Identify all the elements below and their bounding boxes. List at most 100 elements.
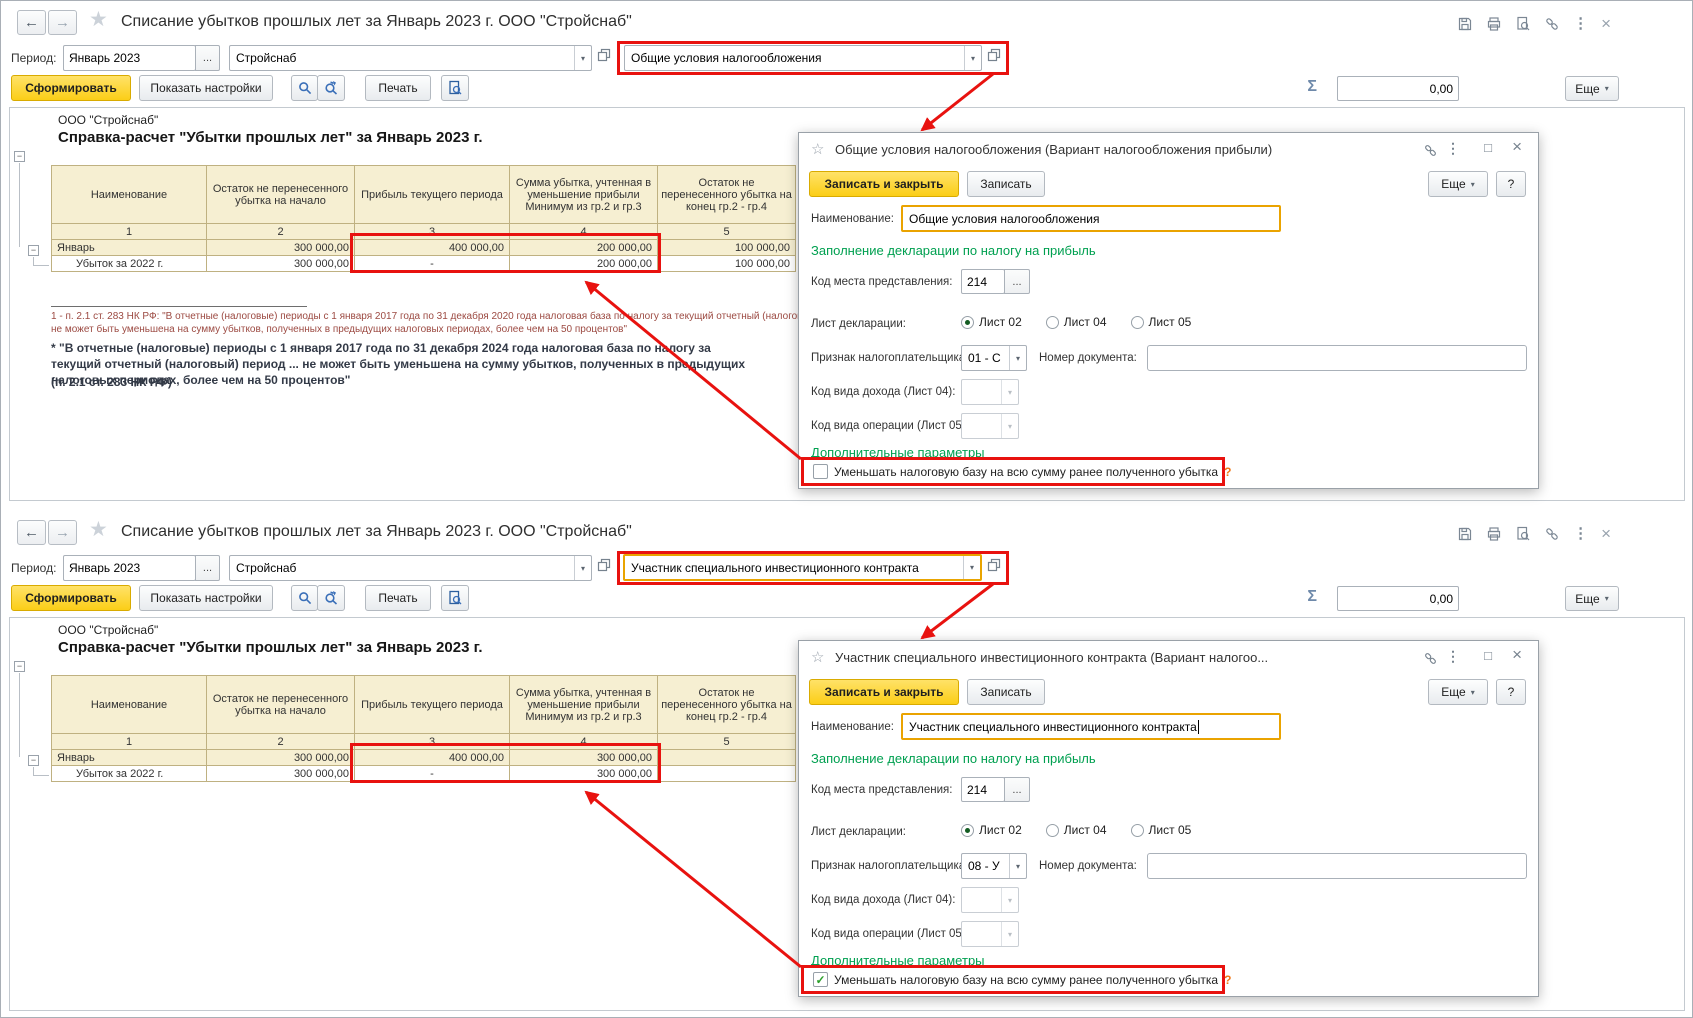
group-expander[interactable]: − bbox=[14, 661, 25, 672]
doc-number-input[interactable] bbox=[1147, 853, 1527, 879]
refresh-search-button[interactable] bbox=[317, 75, 345, 101]
close-icon[interactable]: × bbox=[1512, 137, 1522, 156]
more-menu-icon[interactable]: ⋮ bbox=[1573, 15, 1589, 32]
maximize-icon[interactable]: □ bbox=[1484, 140, 1492, 155]
print-icon[interactable] bbox=[1486, 526, 1502, 542]
chevron-down-icon[interactable]: ▾ bbox=[574, 46, 591, 70]
code-place-input[interactable]: 214 bbox=[961, 269, 1005, 294]
radio-sheet-02[interactable]: Лист 02 bbox=[961, 315, 1022, 329]
radio-sheet-04[interactable]: Лист 04 bbox=[1045, 315, 1107, 329]
refresh-search-button[interactable] bbox=[317, 585, 345, 611]
save-button[interactable]: Записать bbox=[967, 679, 1045, 705]
close-icon[interactable]: × bbox=[1512, 645, 1522, 664]
taxpayer-combo[interactable]: 01 - С ▾ bbox=[961, 345, 1027, 371]
code-place-more-button[interactable]: ... bbox=[1004, 777, 1030, 802]
organization-open-button[interactable] bbox=[597, 48, 612, 63]
dialog-star-icon[interactable]: ☆ bbox=[811, 649, 825, 666]
print-icon[interactable] bbox=[1486, 16, 1502, 32]
generate-button[interactable]: Сформировать bbox=[11, 585, 131, 611]
group-expander[interactable]: − bbox=[14, 151, 25, 162]
chevron-down-icon[interactable]: ▾ bbox=[963, 556, 980, 579]
more-menu-icon[interactable]: ⋮ bbox=[1573, 525, 1589, 542]
close-icon[interactable]: × bbox=[1601, 14, 1611, 33]
favorite-star-icon[interactable]: ★ bbox=[89, 8, 108, 31]
dialog-more-button[interactable]: Еще ▾ bbox=[1428, 679, 1488, 705]
show-settings-button[interactable]: Показать настройки bbox=[139, 585, 273, 611]
tax-variant-open-button[interactable] bbox=[987, 558, 1002, 573]
save-close-button[interactable]: Записать и закрыть bbox=[809, 171, 959, 197]
tax-variant-combo[interactable]: Участник специального инвестиционного ко… bbox=[623, 554, 982, 581]
back-button[interactable]: ← bbox=[17, 520, 46, 545]
link-icon[interactable] bbox=[1544, 526, 1560, 542]
period-more-button[interactable]: ... bbox=[195, 45, 220, 71]
checkbox[interactable]: ✓ bbox=[813, 972, 828, 987]
show-settings-button[interactable]: Показать настройки bbox=[139, 75, 273, 101]
print-preview-button[interactable] bbox=[441, 585, 469, 611]
organization-open-button[interactable] bbox=[597, 558, 612, 573]
help-button[interactable]: ? bbox=[1496, 171, 1526, 197]
period-input[interactable]: Январь 2023 bbox=[63, 45, 196, 71]
search-button[interactable] bbox=[291, 75, 318, 101]
more-button[interactable]: Еще ▾ bbox=[1565, 586, 1619, 611]
radio-circle bbox=[961, 315, 974, 329]
doc-number-input[interactable] bbox=[1147, 345, 1527, 371]
link-icon[interactable] bbox=[1423, 651, 1438, 666]
col-header-balance-end: Остаток не перенесенного убытка на конец… bbox=[658, 166, 796, 224]
organization-combo[interactable]: Стройснаб ▾ bbox=[229, 45, 592, 71]
save-close-button[interactable]: Записать и закрыть bbox=[809, 679, 959, 705]
close-icon[interactable]: × bbox=[1601, 524, 1611, 543]
dialog-star-icon[interactable]: ☆ bbox=[811, 141, 825, 158]
radio-sheet-02[interactable]: Лист 02 bbox=[961, 823, 1022, 837]
code-place-input[interactable]: 214 bbox=[961, 777, 1005, 802]
favorite-star-icon[interactable]: ★ bbox=[89, 518, 108, 541]
code-place-more-button[interactable]: ... bbox=[1004, 269, 1030, 294]
chevron-down-icon[interactable]: ▾ bbox=[964, 46, 981, 70]
period-more-button[interactable]: ... bbox=[195, 555, 220, 581]
forward-button[interactable]: → bbox=[48, 520, 77, 545]
link-icon[interactable] bbox=[1423, 143, 1438, 158]
organization-combo[interactable]: Стройснаб ▾ bbox=[229, 555, 592, 581]
preview-icon[interactable] bbox=[1515, 16, 1531, 32]
print-button[interactable]: Печать bbox=[365, 585, 431, 611]
save-button[interactable]: Записать bbox=[967, 171, 1045, 197]
radio-sheet-05[interactable]: Лист 05 bbox=[1130, 315, 1191, 329]
search-button[interactable] bbox=[291, 585, 318, 611]
save-icon[interactable] bbox=[1457, 526, 1473, 542]
print-button[interactable]: Печать bbox=[365, 75, 431, 101]
radio-sheet-04[interactable]: Лист 04 bbox=[1045, 823, 1107, 837]
tax-variant-open-button[interactable] bbox=[987, 48, 1002, 63]
name-input[interactable]: Участник специального инвестиционного ко… bbox=[901, 713, 1281, 740]
sum-field[interactable]: 0,00 bbox=[1337, 586, 1459, 611]
help-button[interactable]: ? bbox=[1496, 679, 1526, 705]
checkbox-help[interactable]: ? bbox=[1224, 464, 1232, 479]
row-expander[interactable]: − bbox=[28, 755, 39, 766]
row-expander[interactable]: − bbox=[28, 245, 39, 256]
income-code-combo: ▾ bbox=[961, 379, 1019, 405]
more-menu-icon[interactable]: ⋮ bbox=[1446, 140, 1460, 156]
checkbox-label: Уменьшать налоговую базу на всю сумму ра… bbox=[834, 972, 1219, 987]
period-input[interactable]: Январь 2023 bbox=[63, 555, 196, 581]
preview-icon[interactable] bbox=[1515, 526, 1531, 542]
dialog-more-button[interactable]: Еще ▾ bbox=[1428, 171, 1488, 197]
report-title: Справка-расчет "Убытки прошлых лет" за Я… bbox=[58, 639, 483, 656]
checkbox[interactable] bbox=[813, 464, 828, 479]
chevron-down-icon[interactable]: ▾ bbox=[574, 556, 591, 580]
more-button[interactable]: Еще ▾ bbox=[1565, 76, 1619, 101]
generate-button[interactable]: Сформировать bbox=[11, 75, 131, 101]
more-menu-icon[interactable]: ⋮ bbox=[1446, 648, 1460, 664]
radio-sheet-05[interactable]: Лист 05 bbox=[1130, 823, 1191, 837]
sum-field[interactable]: 0,00 bbox=[1337, 76, 1459, 101]
back-button[interactable]: ← bbox=[17, 10, 46, 35]
link-icon[interactable] bbox=[1544, 16, 1560, 32]
chevron-down-icon[interactable]: ▾ bbox=[1009, 346, 1026, 370]
checkbox-help[interactable]: ? bbox=[1224, 972, 1232, 987]
maximize-icon[interactable]: □ bbox=[1484, 648, 1492, 663]
chevron-down-icon[interactable]: ▾ bbox=[1009, 854, 1026, 878]
taxpayer-combo[interactable]: 08 - У ▾ bbox=[961, 853, 1027, 879]
print-preview-button[interactable] bbox=[441, 75, 469, 101]
tax-variant-combo[interactable]: Общие условия налогообложения ▾ bbox=[624, 45, 982, 71]
name-input[interactable]: Общие условия налогообложения bbox=[901, 205, 1281, 232]
col-header-loss-used: Сумма убытка, учтенная в уменьшение приб… bbox=[510, 166, 658, 224]
forward-button[interactable]: → bbox=[48, 10, 77, 35]
save-icon[interactable] bbox=[1457, 16, 1473, 32]
